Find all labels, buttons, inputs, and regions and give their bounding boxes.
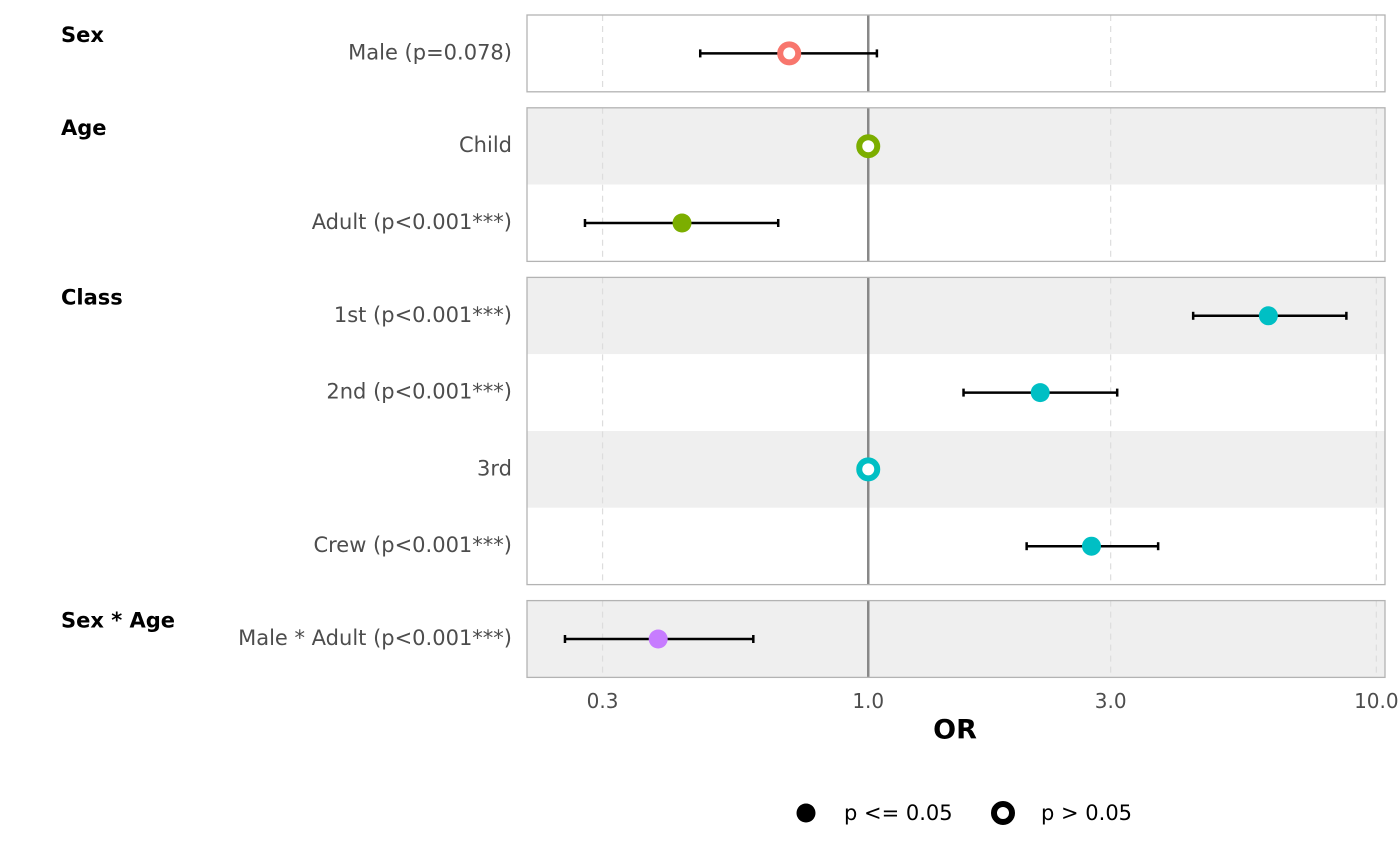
legend-symbol: [991, 801, 1015, 825]
x-tick-label: 1.0: [852, 689, 884, 713]
row-label: Child: [459, 133, 512, 157]
point: [1030, 383, 1050, 403]
x-tick-label: 3.0: [1095, 689, 1127, 713]
group-label: Sex: [61, 23, 104, 47]
panel-border: [526, 14, 1386, 93]
row-label: 2nd (p<0.001***): [326, 380, 512, 404]
point: [856, 457, 881, 482]
panel-border: [526, 107, 1386, 263]
point: [1258, 306, 1278, 326]
point: [856, 134, 881, 159]
row-band: [527, 507, 1385, 585]
row-band: [527, 431, 1385, 508]
row-band: [527, 354, 1385, 431]
x-tick-label: 10.0: [1354, 689, 1399, 713]
x-tick-label: 0.3: [587, 689, 619, 713]
row-label: 1st (p<0.001***): [334, 303, 512, 327]
row-label: Adult (p<0.001***): [312, 210, 512, 234]
row-label: Crew (p<0.001***): [313, 533, 512, 557]
legend-symbol: [796, 803, 816, 823]
group-label: Sex * Age: [61, 609, 175, 633]
group-label: Age: [61, 116, 107, 140]
point: [777, 41, 802, 66]
row-band: [527, 107, 1385, 185]
x-axis-label: OR: [933, 715, 977, 746]
point: [648, 629, 668, 649]
panel-border: [526, 599, 1386, 679]
point: [1081, 536, 1101, 556]
point: [672, 213, 692, 233]
legend-label: p <= 0.05: [844, 801, 953, 825]
row-label: 3rd: [477, 456, 512, 480]
group-label: Class: [61, 285, 123, 309]
row-label: Male (p=0.078): [348, 40, 512, 64]
legend-label: p > 0.05: [1041, 801, 1132, 825]
panel-border: [526, 276, 1386, 586]
row-label: Male * Adult (p<0.001***): [238, 626, 512, 650]
row-band: [527, 15, 1385, 92]
